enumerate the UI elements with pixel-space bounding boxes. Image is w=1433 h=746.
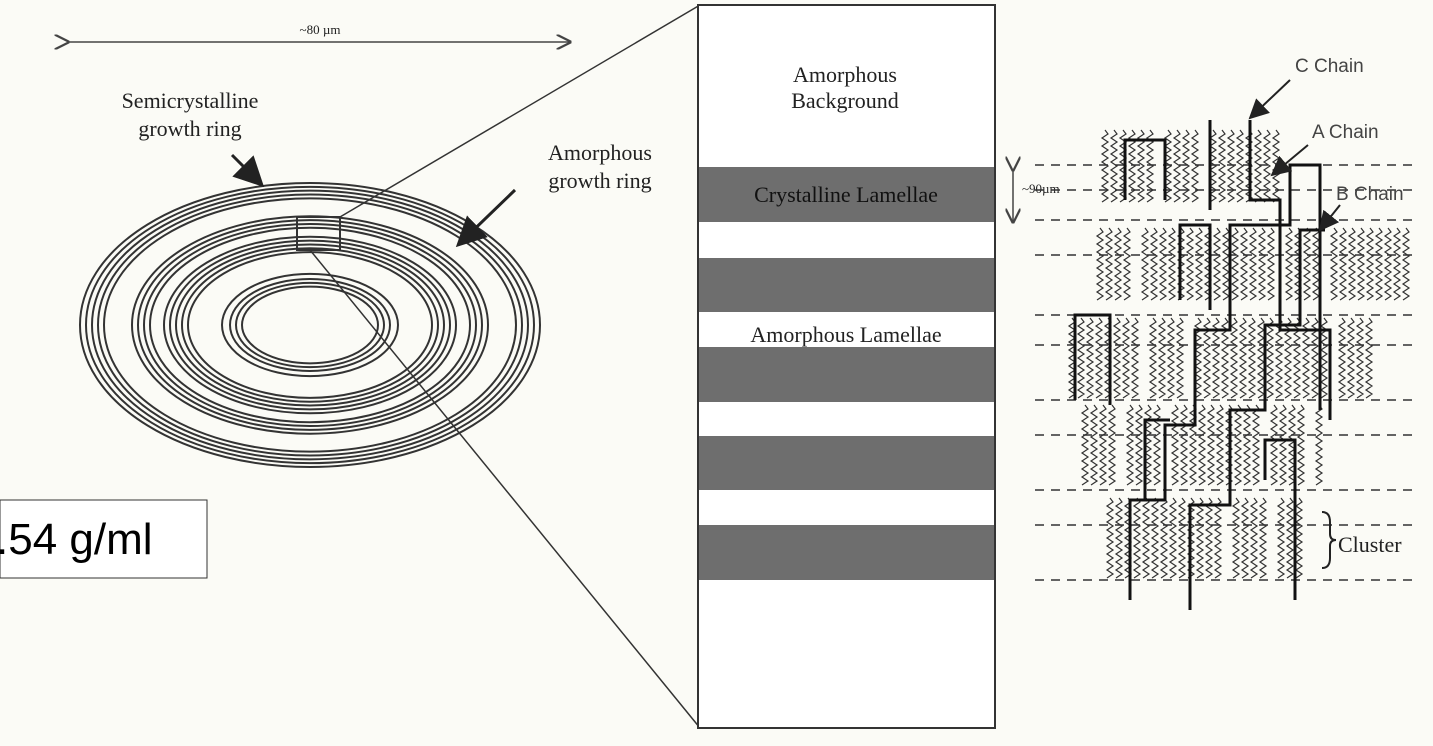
chain-label: A Chain	[1312, 122, 1379, 143]
band	[699, 347, 994, 402]
spacing-label: ~90µm	[1022, 181, 1060, 196]
band	[699, 436, 994, 490]
cluster-label: Cluster	[1338, 532, 1402, 557]
band	[699, 258, 994, 312]
panel-label: Crystalline Lamellae	[754, 182, 938, 207]
band	[699, 525, 994, 580]
scale-label: ~80 µm	[300, 22, 341, 37]
diagram: ~80 µm Semicrystallinegrowth ring Amorph…	[0, 0, 1433, 746]
density-label: .54 g/ml	[0, 515, 153, 564]
panel-label: Amorphous Lamellae	[750, 322, 941, 347]
chain-label: B Chain	[1336, 184, 1404, 205]
chain-label: C Chain	[1295, 56, 1364, 77]
